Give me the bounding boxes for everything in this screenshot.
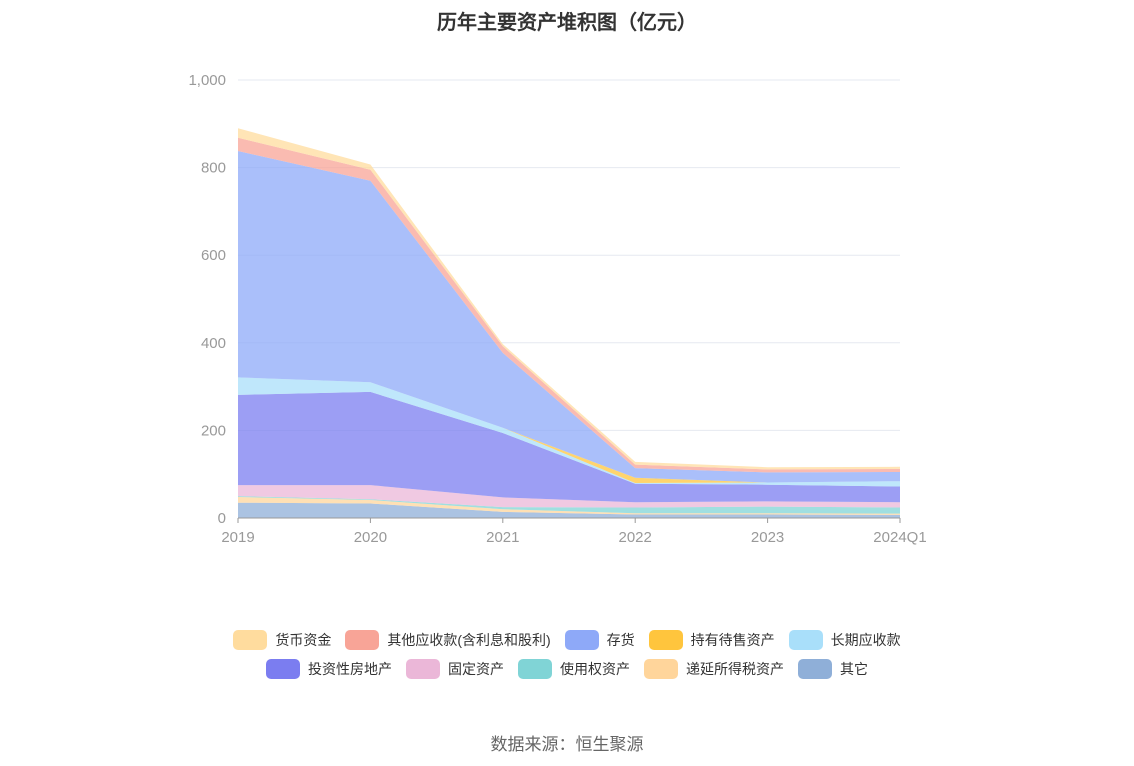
area-series-8 (238, 137, 900, 473)
legend-item[interactable]: 使用权资产 (518, 659, 630, 679)
legend-label: 货币资金 (275, 632, 332, 648)
legend-swatch (406, 659, 440, 679)
data-source: 数据来源：恒生聚源 (490, 735, 644, 754)
legend-row-2: 投资性房地产 固定资产 使用权资产 递延所得税资产 其它 (0, 659, 1134, 679)
legend-item[interactable]: 存货 (564, 630, 635, 650)
area-series-7 (238, 151, 900, 483)
x-tick-label: 2024Q1 (873, 529, 926, 546)
legend-item[interactable]: 固定资产 (406, 659, 504, 679)
chart-legend: 货币资金 其他应收款(含利息和股利) 存货 持有待售资产 长期应收款 投资性房地产 固定资… (0, 630, 1134, 688)
area-series-4 (238, 391, 900, 503)
y-tick-label: 800 (201, 160, 226, 177)
stacked-area-chart: 0 200 400 600 800 1,000 2019 2020 2021 2022 2023 20… (188, 72, 926, 546)
legend-label: 使用权资产 (560, 661, 630, 677)
legend-item[interactable]: 递延所得税资产 (644, 659, 784, 679)
legend-label: 固定资产 (448, 661, 504, 677)
legend-swatch (644, 659, 678, 679)
x-tick-label: 2021 (486, 529, 519, 546)
y-tick-label: 600 (201, 247, 226, 264)
x-tick-label: 2022 (619, 529, 652, 546)
x-tick-label: 2020 (354, 529, 387, 546)
legend-item[interactable]: 长期应收款 (788, 630, 901, 650)
y-tick-label: 1,000 (188, 72, 226, 89)
legend-swatch (233, 630, 268, 650)
area-series-0 (238, 502, 900, 518)
area-series-2 (238, 496, 900, 514)
legend-label: 其它 (840, 661, 868, 677)
y-tick-label: 0 (218, 510, 226, 527)
y-tick-label: 400 (201, 335, 226, 352)
legend-swatch (518, 659, 552, 679)
legend-item[interactable]: 货币资金 (233, 630, 331, 650)
legend-swatch (564, 630, 599, 650)
legend-swatch (788, 630, 823, 650)
area-series-1 (238, 497, 900, 515)
legend-label: 其他应收款(含利息和股利) (387, 632, 551, 648)
area-series-5 (238, 377, 900, 487)
area-series-9 (238, 128, 900, 470)
legend-swatch (266, 659, 300, 679)
legend-label: 存货 (606, 632, 635, 648)
y-tick-label: 200 (201, 422, 226, 439)
legend-item[interactable]: 其他应收款(含利息和股利) (345, 630, 551, 650)
legend-swatch (345, 630, 380, 650)
legend-swatch (798, 659, 832, 679)
legend-swatch (648, 630, 683, 650)
legend-label: 长期应收款 (830, 632, 901, 648)
legend-label: 投资性房地产 (308, 661, 392, 677)
x-tick-label: 2019 (221, 529, 254, 546)
legend-label: 持有待售资产 (690, 632, 775, 648)
legend-item[interactable]: 持有待售资产 (648, 630, 775, 650)
legend-row-1: 货币资金 其他应收款(含利息和股利) 存货 持有待售资产 长期应收款 (0, 630, 1134, 650)
chart-title: 历年主要资产堆积图（亿元） (437, 12, 697, 34)
legend-label: 递延所得税资产 (686, 661, 784, 677)
legend-item[interactable]: 投资性房地产 (266, 659, 392, 679)
legend-item[interactable]: 其它 (798, 659, 868, 679)
x-tick-label: 2023 (751, 529, 784, 546)
area-series-3 (238, 485, 900, 508)
